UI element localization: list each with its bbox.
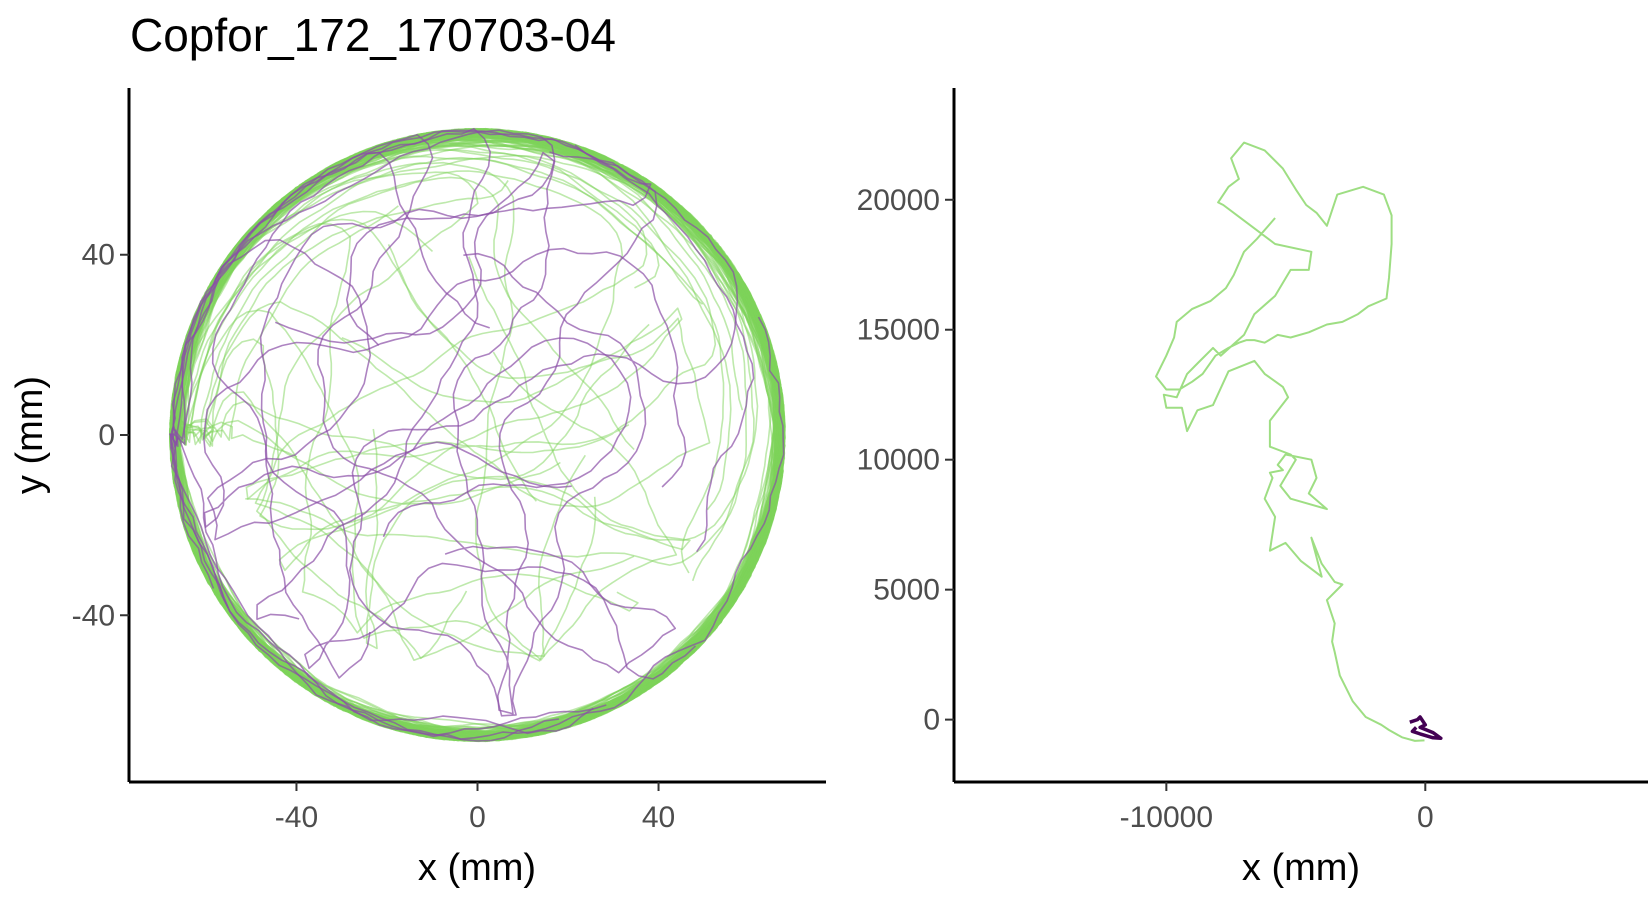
track-line-purple [348,151,739,717]
left-track-lines [169,127,787,743]
y-tick-label: -40 [72,599,115,632]
figure-title: Copfor_172_170703-04 [130,9,616,61]
x-tick-label: -40 [275,801,318,834]
right-axis-ticks: -10000 0 0 5000 10000 15000 20000 [857,184,1434,834]
y-tick-label: 5000 [873,574,940,607]
left-axis-ticks: -40 0 40 -40 0 40 [72,239,676,834]
track-line-purple [169,151,785,740]
x-tick-label: 40 [642,801,675,834]
y-tick-label: 20000 [857,184,940,217]
track-line-purple [203,247,687,538]
y-tick-label: 10000 [857,444,940,477]
track-line-purple [170,130,652,679]
x-tick-label: 0 [1417,801,1434,834]
right-track-lines [1155,141,1443,742]
track-line-green [1155,141,1425,742]
y-tick-label: 0 [923,704,940,737]
panel-left: -40 0 40 -40 0 40 x (mm) y (mm) [9,88,826,889]
track-line-purple [169,130,755,742]
y-tick-label: 40 [82,239,115,272]
y-tick-label: 15000 [857,314,940,347]
track-line-purple [211,129,697,680]
x-tick-label: 0 [469,801,486,834]
left-y-axis-title: y (mm) [9,376,51,494]
x-tick-label: -10000 [1120,801,1213,834]
right-x-axis-title: x (mm) [1242,847,1360,889]
track-line-purple [170,134,677,674]
panel-right: -10000 0 0 5000 10000 15000 20000 x (mm) [857,88,1648,889]
track-line-purple [275,144,658,715]
track-line-purple [171,239,594,735]
left-x-axis-title: x (mm) [418,847,536,889]
track-line-dark-purple [1409,715,1443,741]
y-tick-label: 0 [98,419,115,452]
track-line-purple [170,127,607,736]
